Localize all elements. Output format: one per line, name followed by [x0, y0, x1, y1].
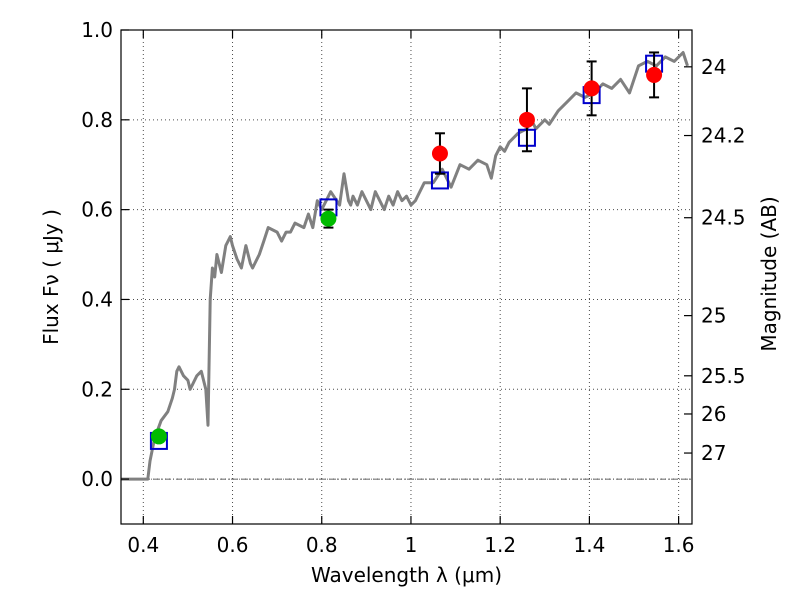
magnitude-tick-label: 25.5 — [701, 364, 746, 388]
y-tick-label: 1.0 — [81, 18, 113, 42]
magnitude-tick-label: 25 — [701, 304, 726, 328]
x-tick-label: 1.4 — [573, 533, 605, 557]
x-tick-label: 0.6 — [217, 533, 249, 557]
observed-nir-point — [583, 80, 600, 97]
x-axis-ticks: 0.4 0.6 0.8 1 1.2 1.4 1.6 — [127, 30, 695, 557]
observed-nir-point — [518, 111, 535, 128]
magnitude-tick-label: 26 — [701, 402, 726, 426]
observed-nir-point — [431, 145, 448, 162]
x-tick-label: 1 — [405, 533, 418, 557]
y-tick-label: 0.4 — [81, 287, 113, 311]
observed-optical-point — [150, 428, 167, 445]
observed-nir-point — [646, 66, 663, 83]
plot-frame — [120, 29, 693, 525]
y-tick-label: 0.8 — [81, 108, 113, 132]
x-tick-label: 0.4 — [127, 533, 159, 557]
x-tick-label: 1.6 — [663, 533, 695, 557]
x-axis-label: Wavelength λ (μm) — [311, 563, 502, 587]
model-spectrum-line — [121, 51, 689, 481]
observed-optical-point — [320, 210, 337, 227]
y-tick-label: 0.0 — [81, 467, 113, 491]
data-series — [121, 51, 689, 481]
magnitude-tick-label: 24.5 — [701, 206, 746, 230]
magnitude-tick-label: 24 — [701, 55, 726, 79]
x-tick-label: 0.8 — [306, 533, 338, 557]
magnitude-axis-ticks: 24 24.2 24.5 25 25.5 26 27 — [684, 55, 746, 465]
y-tick-label: 0.2 — [81, 377, 113, 401]
magnitude-tick-label: 24.2 — [701, 124, 746, 148]
y2-axis-label: Magnitude (AB) — [757, 196, 781, 351]
y-tick-label: 0.6 — [81, 198, 113, 222]
y-axis-label: Flux Fν ( μJy ) — [39, 209, 63, 345]
y-axis-ticks: 0.0 0.2 0.4 0.6 0.8 1.0 — [81, 18, 129, 491]
grid-lines — [121, 29, 692, 524]
magnitude-tick-label: 27 — [701, 441, 726, 465]
x-tick-label: 1.2 — [484, 533, 516, 557]
